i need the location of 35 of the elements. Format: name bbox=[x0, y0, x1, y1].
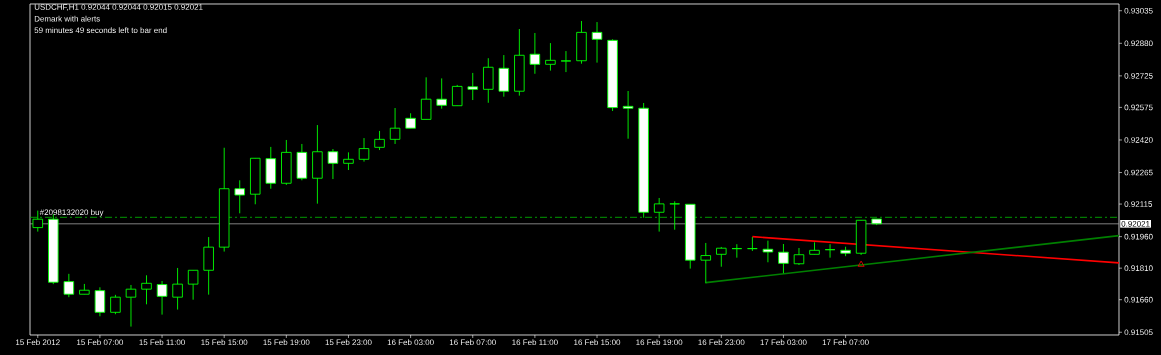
candlestick bbox=[63, 273, 75, 298]
candlestick bbox=[203, 236, 214, 296]
candlestick bbox=[187, 269, 199, 301]
candlestick bbox=[467, 72, 479, 101]
candlestick bbox=[125, 284, 137, 328]
candlestick bbox=[591, 21, 603, 64]
candlestick bbox=[436, 77, 447, 110]
candlestick bbox=[327, 148, 339, 180]
candlestick bbox=[483, 57, 494, 104]
candlestick bbox=[716, 246, 727, 268]
candlestick bbox=[374, 130, 385, 151]
candlestick bbox=[172, 267, 183, 311]
candlestick bbox=[560, 50, 572, 73]
candlestick bbox=[156, 280, 168, 316]
candlestick bbox=[731, 243, 743, 259]
candlestick bbox=[622, 90, 634, 140]
candlestick bbox=[824, 243, 836, 259]
candlestick bbox=[420, 76, 432, 120]
candlestick bbox=[141, 274, 152, 305]
candlestick bbox=[110, 294, 121, 315]
candlestick bbox=[669, 200, 680, 231]
candlestick bbox=[700, 242, 712, 284]
candlestick bbox=[747, 236, 758, 252]
candlestick bbox=[451, 84, 463, 107]
candlestick bbox=[545, 42, 556, 72]
candlestick bbox=[793, 247, 805, 266]
candlestick bbox=[498, 54, 510, 98]
candlestick bbox=[529, 32, 541, 75]
candlestick bbox=[762, 240, 774, 263]
candlestick bbox=[358, 137, 370, 163]
candlestick bbox=[389, 107, 401, 145]
candlestick bbox=[778, 243, 789, 274]
candlestick bbox=[653, 197, 665, 233]
candlestick bbox=[94, 286, 106, 317]
candlestick bbox=[234, 179, 245, 214]
